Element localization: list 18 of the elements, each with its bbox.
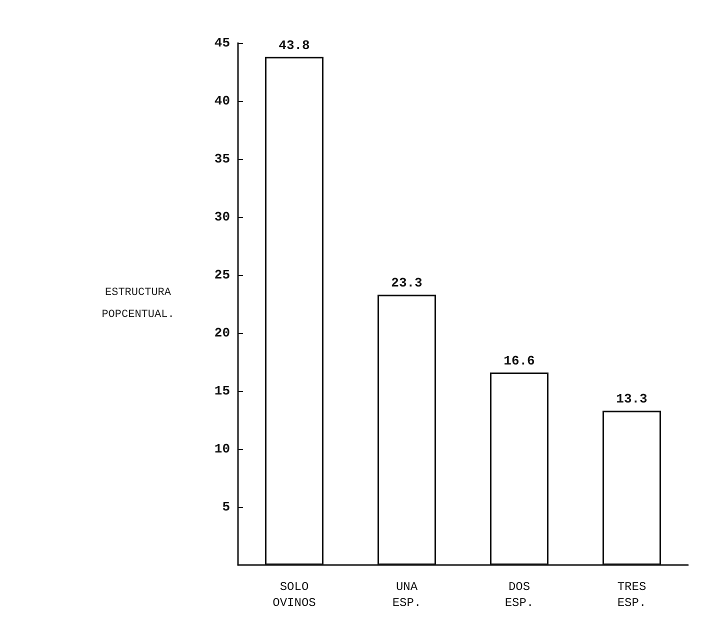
x-tick-label: SOLO OVINOS xyxy=(272,580,316,610)
data-label: 13.3 xyxy=(616,392,648,407)
x-tick-label: TRES ESP. xyxy=(617,580,646,610)
y-tick-label: 20 xyxy=(214,326,230,340)
y-tick-label: 40 xyxy=(214,94,230,108)
y-tick-label: 45 xyxy=(214,36,230,50)
y-tick-label: 10 xyxy=(214,442,230,456)
data-label: 16.6 xyxy=(504,353,536,368)
y-axis-title: ESTRUCTURA POPCENTUAL. xyxy=(102,287,174,321)
y-tick-label: 15 xyxy=(214,384,230,398)
data-label: 23.3 xyxy=(391,276,423,291)
y-tick-label: 35 xyxy=(214,152,230,166)
y-tick-label: 5 xyxy=(222,500,230,514)
data-label: 43.8 xyxy=(278,38,310,53)
x-tick-label: DOS ESP. xyxy=(504,580,534,610)
y-tick-label: 30 xyxy=(214,210,230,224)
y-tick-label: 25 xyxy=(214,268,230,282)
x-tick-label: UNA ESP. xyxy=(392,580,422,610)
